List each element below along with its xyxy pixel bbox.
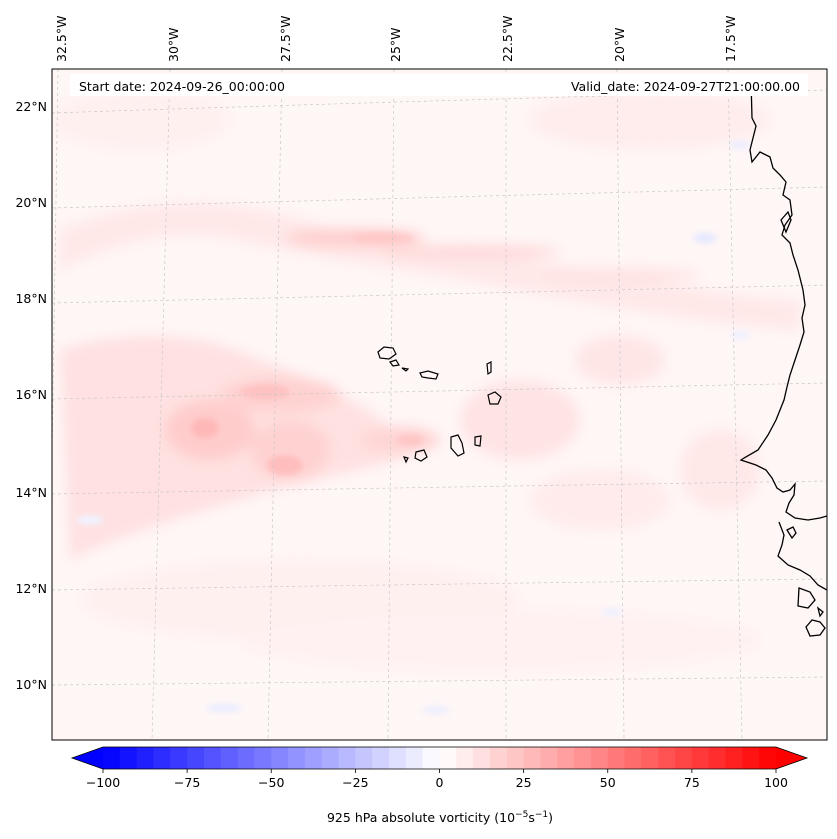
colorbar-step bbox=[203, 747, 222, 769]
island-sal bbox=[486, 361, 492, 376]
colorbar-step bbox=[506, 747, 525, 769]
colorbar-step bbox=[119, 747, 138, 769]
colorbar-step bbox=[170, 747, 188, 769]
longitude-labels: 32.5°W 30°W 27.5°W 25°W 22.5°W 20°W 17.5… bbox=[54, 16, 738, 62]
lon-label-25w: 25°W bbox=[388, 27, 403, 62]
lat-label-12n: 12°N bbox=[15, 581, 47, 596]
colorbar-tick-label: −25 bbox=[342, 775, 368, 790]
graticule bbox=[52, 69, 827, 740]
lon-label-27-5w: 27.5°W bbox=[278, 16, 293, 62]
valid-date-label: Valid_date: 2024-09-27T21:00:00.00 bbox=[571, 79, 800, 94]
colorbar-max-extend bbox=[776, 747, 807, 769]
island-fogo bbox=[414, 449, 428, 462]
lat-label-22n: 22°N bbox=[15, 99, 47, 114]
colorbar-step bbox=[220, 747, 239, 769]
colorbar-step bbox=[288, 747, 306, 769]
colorbar-tick-label: −75 bbox=[174, 775, 200, 790]
start-date-label: Start date: 2024-09-26_00:00:00 bbox=[79, 79, 285, 94]
island-sao-nicolau bbox=[419, 370, 439, 380]
colorbar-step bbox=[321, 747, 340, 769]
colorbar-step bbox=[742, 747, 760, 769]
lon-label-17-5w: 17.5°W bbox=[723, 16, 738, 62]
lat-label-10n: 10°N bbox=[15, 677, 47, 692]
colorbar-step bbox=[187, 747, 205, 769]
island-santo-antao bbox=[377, 346, 397, 360]
colorbar: −100 −75 −50 −25 0 25 50 75 100 925 hPa absolute… bbox=[70, 746, 809, 825]
lon-label-20w: 20°W bbox=[612, 27, 627, 62]
colorbar-step bbox=[456, 747, 474, 769]
colorbar-tick-label: −100 bbox=[86, 775, 120, 790]
colorbar-step bbox=[389, 747, 407, 769]
lat-label-18n: 18°N bbox=[15, 291, 47, 306]
colorbar-step bbox=[540, 747, 558, 769]
colorbar-step bbox=[574, 747, 592, 769]
island-sao-vicente bbox=[389, 359, 400, 367]
vorticity-field bbox=[52, 90, 800, 714]
lat-label-20n: 20°N bbox=[15, 195, 47, 210]
colorbar-tick-label: 0 bbox=[436, 775, 444, 790]
map-panel: Start date: 2024-09-26_00:00:00 Valid_da… bbox=[51, 68, 828, 741]
colorbar-tick-label: 25 bbox=[516, 775, 532, 790]
colorbar-step bbox=[338, 747, 356, 769]
colorbar-step bbox=[557, 747, 575, 769]
colorbar-step bbox=[237, 747, 256, 769]
island-maio bbox=[474, 435, 482, 447]
island-brava bbox=[403, 456, 409, 464]
colorbar-step bbox=[473, 747, 491, 769]
colorbar-steps bbox=[103, 747, 777, 769]
colorbar-step bbox=[103, 747, 121, 769]
island-santa-luzia bbox=[401, 367, 410, 372]
lat-label-16n: 16°N bbox=[15, 387, 47, 402]
colorbar-step bbox=[439, 747, 457, 769]
colorbar-tick-label: −50 bbox=[258, 775, 284, 790]
colorbar-label: 925 hPa absolute vorticity (10−5s−1) bbox=[327, 810, 553, 825]
colorbar-step bbox=[708, 747, 727, 769]
colorbar-step bbox=[489, 747, 508, 769]
lon-label-22-5w: 22.5°W bbox=[500, 16, 515, 62]
colorbar-step bbox=[725, 747, 743, 769]
colorbar-step bbox=[759, 747, 777, 769]
colorbar-step bbox=[607, 747, 626, 769]
colorbar-step bbox=[641, 747, 659, 769]
colorbar-step bbox=[590, 747, 609, 769]
colorbar-step bbox=[675, 747, 693, 769]
colorbar-step bbox=[691, 747, 710, 769]
colorbar-tick-label: 50 bbox=[600, 775, 616, 790]
colorbar-step bbox=[523, 747, 542, 769]
colorbar-tick-label: 100 bbox=[764, 775, 788, 790]
african-coastline bbox=[739, 79, 827, 637]
colorbar-step bbox=[254, 747, 272, 769]
colorbar-step bbox=[422, 747, 441, 769]
colorbar-step bbox=[658, 747, 676, 769]
colorbar-step bbox=[405, 747, 424, 769]
colorbar-tick-label: 75 bbox=[684, 775, 700, 790]
cape-verde-islands bbox=[377, 346, 502, 464]
island-santiago bbox=[450, 434, 465, 457]
lat-label-14n: 14°N bbox=[15, 485, 47, 500]
colorbar-step bbox=[624, 747, 642, 769]
colorbar-step bbox=[372, 747, 390, 769]
colorbar-step bbox=[271, 747, 289, 769]
colorbar-step bbox=[355, 747, 373, 769]
header-background bbox=[70, 74, 808, 96]
colorbar-step bbox=[304, 747, 323, 769]
island-boa-vista bbox=[487, 391, 502, 405]
colorbar-step bbox=[153, 747, 171, 769]
map-frame bbox=[51, 68, 828, 741]
colorbar-step bbox=[136, 747, 155, 769]
latitude-labels: 22°N 20°N 18°N 16°N 14°N 12°N 10°N bbox=[15, 99, 47, 692]
lon-label-32-5w: 32.5°W bbox=[54, 16, 69, 62]
lon-label-30w: 30°W bbox=[166, 27, 181, 62]
colorbar-min-extend bbox=[72, 747, 103, 769]
colorbar-ticks: −100 −75 −50 −25 0 25 50 75 100 bbox=[86, 769, 788, 790]
